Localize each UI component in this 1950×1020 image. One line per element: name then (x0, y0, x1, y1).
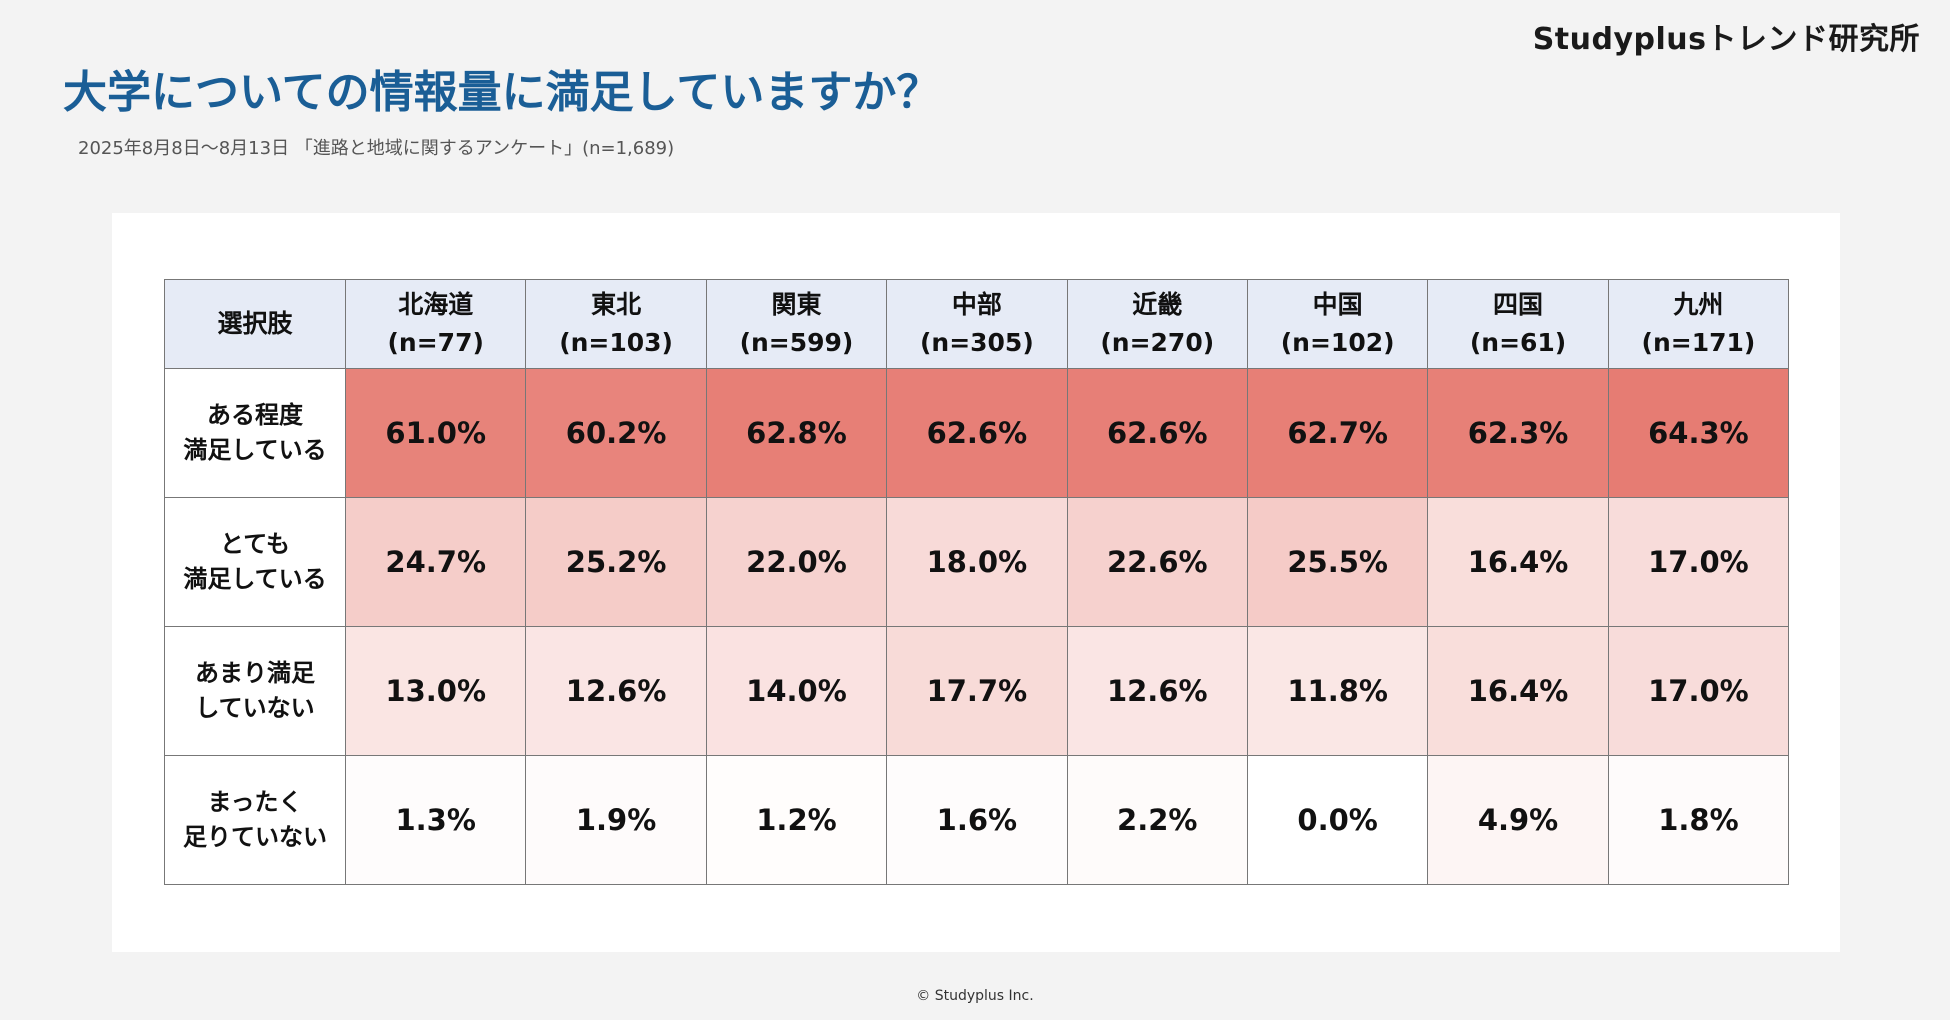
heatmap-cell: 62.6% (886, 368, 1068, 498)
heatmap-cell: 62.8% (705, 368, 888, 498)
region-name: 北海道 (398, 290, 474, 319)
row-label: まったく足りていない (164, 755, 346, 885)
row-label-line: とても (219, 530, 291, 558)
heatmap-cell: 0.0% (1246, 755, 1429, 885)
sample-size: (n=599) (739, 328, 854, 357)
region-name: 関東 (771, 290, 822, 319)
region-name: 中部 (951, 290, 1002, 319)
heatmap-cell: 1.3% (344, 755, 527, 885)
column-header: 東北 (n=103) (525, 279, 707, 369)
sample-size: (n=305) (919, 328, 1034, 357)
survey-subtitle: 2025年8月8日～8月13日 「進路と地域に関するアンケート」(n=1,689… (78, 138, 675, 159)
corner-header: 選択肢 (164, 279, 346, 369)
heatmap-cell: 16.4% (1427, 497, 1609, 627)
region-name: 九州 (1673, 290, 1724, 319)
heatmap-cell: 25.2% (525, 497, 707, 627)
heatmap-cell: 11.8% (1246, 626, 1429, 756)
heatmap-cell: 62.6% (1066, 368, 1248, 498)
sample-size: (n=61) (1469, 328, 1567, 357)
column-header: 四国 (n=61) (1427, 279, 1609, 369)
heatmap-cell: 17.7% (886, 626, 1068, 756)
column-header: 中国 (n=102) (1246, 279, 1429, 369)
heatmap-cell: 24.7% (344, 497, 527, 627)
heatmap-cell: 61.0% (344, 368, 527, 498)
heatmap-cell: 13.0% (344, 626, 527, 756)
heatmap-cell: 25.5% (1246, 497, 1429, 627)
region-name: 近畿 (1132, 290, 1183, 319)
sample-size: (n=77) (387, 328, 484, 357)
heatmap-cell: 1.8% (1607, 755, 1790, 885)
heatmap-cell: 1.6% (886, 755, 1068, 885)
column-header: 近畿 (n=270) (1066, 279, 1248, 369)
row-label-line: ある程度 (207, 401, 303, 429)
column-header: 九州 (n=171) (1607, 279, 1790, 369)
row-label-line: 満足している (183, 436, 327, 464)
row-label-line: 満足している (183, 565, 327, 593)
heatmap-cell: 2.2% (1066, 755, 1248, 885)
row-label-line: まったく (207, 788, 303, 816)
heatmap-cell: 16.4% (1427, 626, 1609, 756)
brand-logo: Studyplusトレンド研究所 (1532, 22, 1920, 57)
heatmap-table: 選択肢 北海道 (n=77) 東北 (n=103) 関東 (n=599) 中部 (n=305)… (164, 279, 1790, 885)
heatmap-cell: 17.0% (1607, 497, 1790, 627)
heatmap-cell: 60.2% (525, 368, 707, 498)
heatmap-cell: 4.9% (1427, 755, 1609, 885)
heatmap-cell: 17.0% (1607, 626, 1790, 756)
heatmap-cell: 12.6% (525, 626, 707, 756)
table-row: とても 満足している 24.7% 25.2% 22.0% 18.0% 22.6% 25.5% 1… (164, 497, 1790, 627)
table-row: あまり満足 していない 13.0% 12.6% 14.0% 17.7% 12.6% 11.8%… (164, 626, 1790, 756)
heatmap-cell: 12.6% (1066, 626, 1248, 756)
heatmap-cell: 18.0% (886, 497, 1068, 627)
page-title: 大学についての情報量に満足していますか？ (63, 67, 941, 118)
sample-size: (n=270) (1100, 328, 1215, 357)
heatmap-cell: 14.0% (705, 626, 888, 756)
heatmap-cell: 22.6% (1066, 497, 1248, 627)
region-name: 四国 (1493, 290, 1544, 319)
heatmap-cell: 64.3% (1607, 368, 1790, 498)
row-label-line: あまり満足 (195, 659, 315, 687)
copyright: © Studyplus Inc. (916, 988, 1034, 1004)
heatmap-cell: 1.9% (525, 755, 707, 885)
table-row: まったく 足りていない 1.3% 1.9% 1.2% 1.6% 2.2% 0.0% 4.9% 1.… (164, 755, 1790, 885)
sample-size: (n=171) (1641, 328, 1756, 357)
heatmap-cell: 62.3% (1427, 368, 1609, 498)
heatmap-cell: 1.2% (705, 755, 888, 885)
column-header: 関東 (n=599) (705, 279, 888, 369)
column-header: 北海道 (n=77) (344, 279, 527, 369)
region-name: 東北 (591, 290, 642, 319)
heatmap-cell: 62.7% (1246, 368, 1429, 498)
heatmap-cell: 22.0% (705, 497, 888, 627)
row-label: ある程度満足している (164, 368, 346, 498)
row-label: あまり満足していない (164, 626, 346, 756)
table-row: ある程度 満足している 61.0% 60.2% 62.8% 62.6% 62.6% 62.7%… (164, 368, 1790, 498)
sample-size: (n=102) (1280, 328, 1395, 357)
region-name: 中国 (1312, 290, 1363, 319)
sample-size: (n=103) (559, 328, 673, 357)
row-label-line: していない (195, 694, 315, 722)
header-row: 選択肢 北海道 (n=77) 東北 (n=103) 関東 (n=599) 中部 (n=305)… (164, 279, 1790, 369)
row-label: とても 満足している (164, 497, 346, 627)
column-header: 中部 (n=305) (886, 279, 1068, 369)
row-label-line: 足りていない (183, 823, 327, 851)
